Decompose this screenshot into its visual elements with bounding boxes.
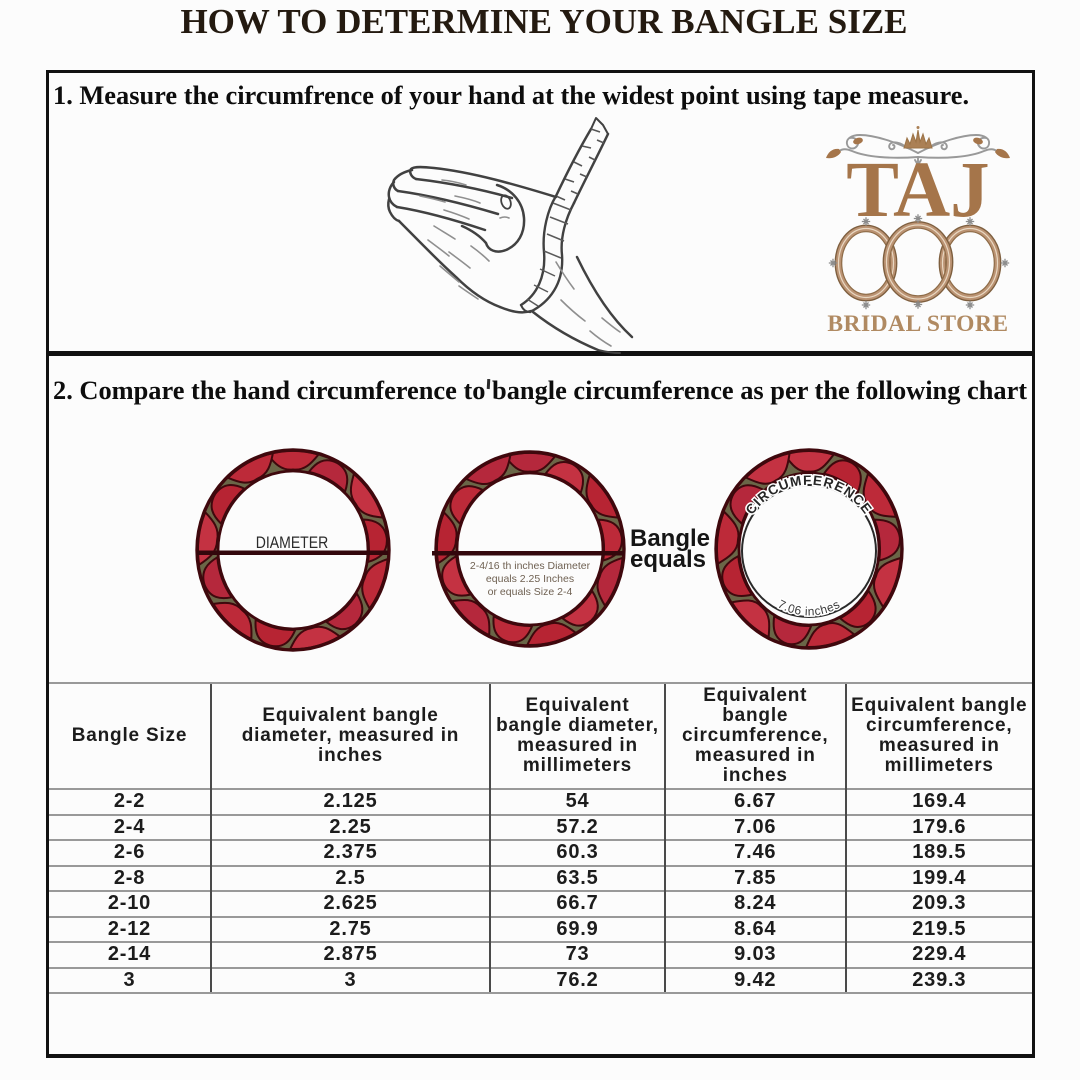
svg-text:BRIDAL STORE: BRIDAL STORE	[827, 311, 1008, 337]
svg-text:7.06 inches: 7.06 inches	[776, 597, 843, 619]
